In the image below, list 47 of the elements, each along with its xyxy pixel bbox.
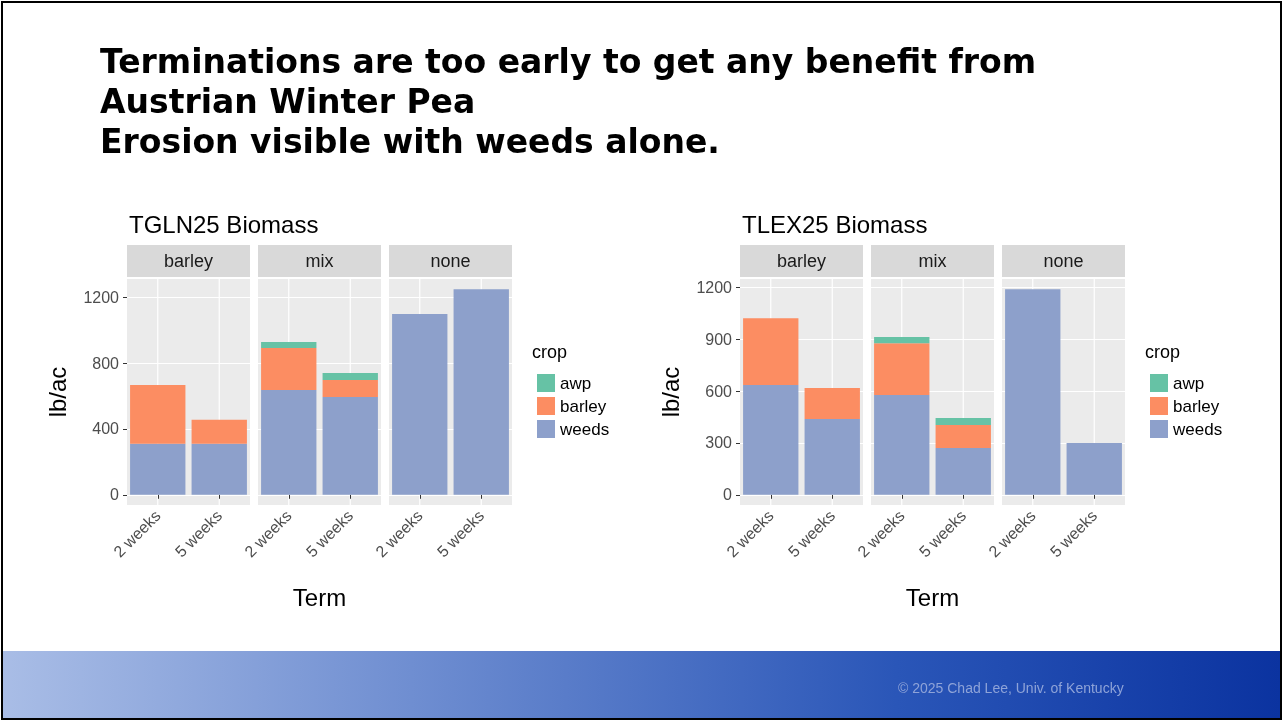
y-axis-title: lb/ac (43, 366, 71, 418)
bar (1066, 442, 1122, 495)
y-tick-label: 0 (723, 486, 733, 504)
text: mix (305, 251, 334, 271)
bar (935, 447, 991, 495)
legend-label: weeds (1172, 419, 1223, 439)
text: Erosion visible with weeds alone. (100, 122, 721, 162)
y-tick-label: 300 (705, 434, 733, 452)
text: barley (163, 251, 214, 271)
bar (322, 373, 378, 380)
text: barley (776, 251, 827, 271)
legend-label: weeds (559, 419, 610, 439)
bar (874, 395, 930, 495)
text: Terminations are too early to get any benefit from Austrian Winter Pea (100, 42, 1038, 122)
y-tick-label: 0 (110, 486, 120, 504)
legend-label: awp (560, 373, 592, 393)
legend-label: barley (560, 396, 607, 416)
bar (130, 384, 186, 444)
legend-label: barley (1173, 396, 1220, 416)
bar (874, 337, 930, 344)
chart-title: TLEX25 Biomass (742, 210, 928, 238)
legend-title: crop (1145, 342, 1181, 362)
bar (935, 424, 991, 448)
y-axis-title: lb/ac (656, 366, 684, 418)
text: mix (918, 251, 947, 271)
x-axis-title: Term (905, 583, 960, 611)
legend-title: crop (532, 342, 568, 362)
y-tick-label: 400 (92, 420, 120, 438)
bar (322, 379, 378, 397)
y-tick-label: 600 (705, 382, 733, 400)
bar (322, 396, 378, 495)
text: © 2025 Chad Lee, Univ. of Kentucky (898, 680, 1124, 696)
y-tick-label: 1200 (83, 288, 120, 306)
text: none (430, 251, 471, 271)
bar (743, 318, 799, 385)
bar (743, 385, 799, 495)
bar (130, 443, 186, 495)
bar (935, 418, 991, 425)
bar (261, 342, 317, 349)
y-tick-label: 1200 (696, 278, 733, 296)
y-tick-label: 800 (92, 354, 120, 372)
x-axis-title: Term (292, 583, 347, 611)
legend-label: awp (1173, 373, 1205, 393)
bar (261, 390, 317, 495)
chart-title: TGLN25 Biomass (129, 210, 319, 238)
text: none (1043, 251, 1084, 271)
y-tick-label: 900 (705, 330, 733, 348)
